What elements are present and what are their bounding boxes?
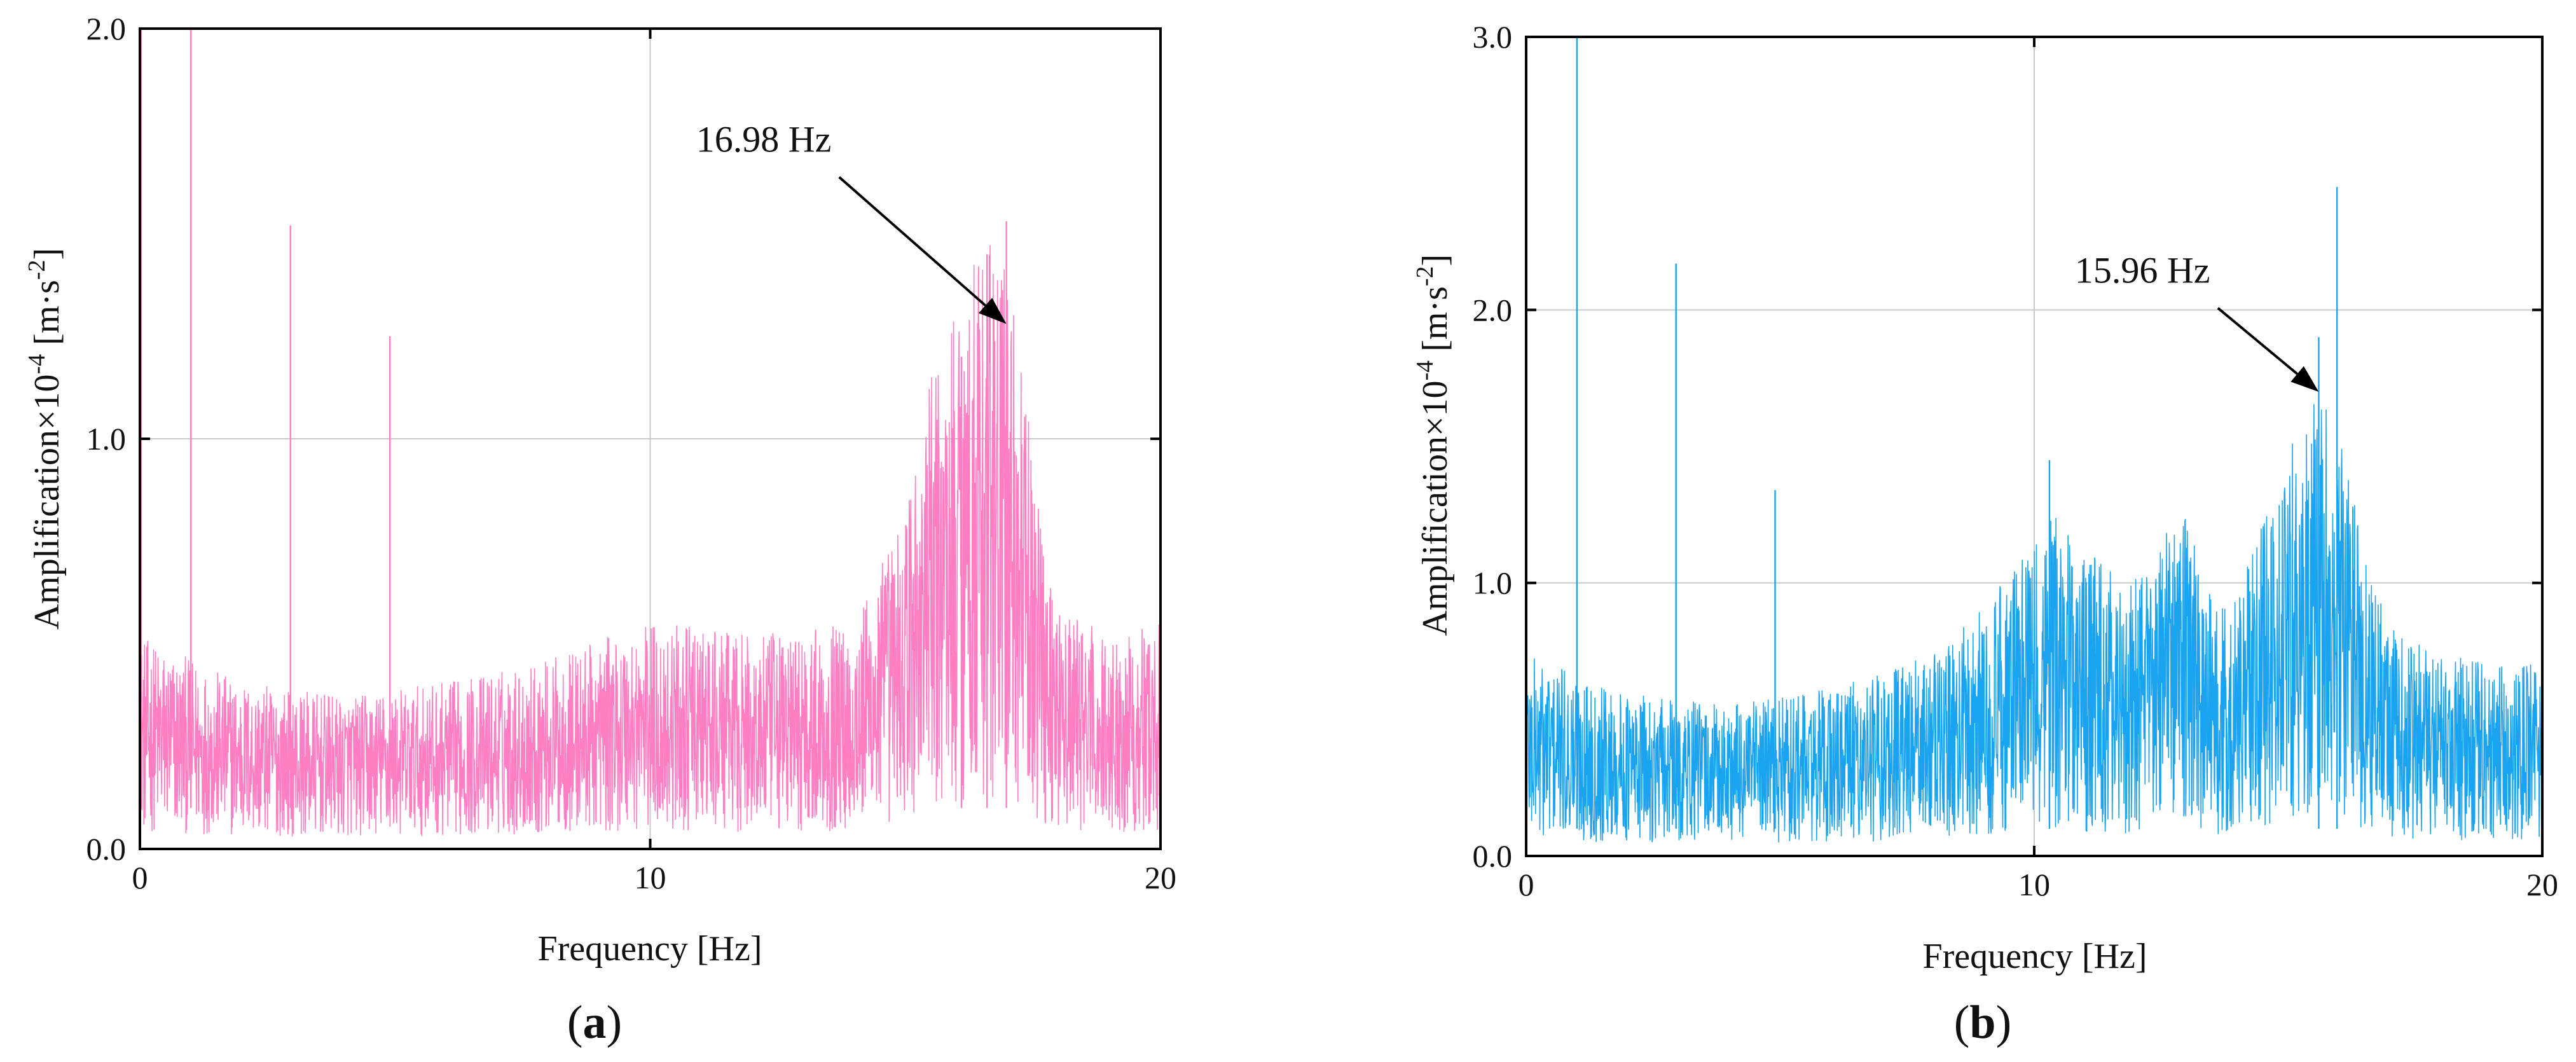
x-tick-label: 20: [2526, 867, 2558, 902]
y-axis-title-a: Amplification×10-4 [m·s-2]: [24, 248, 67, 630]
y-tick-label: 0.0: [1473, 838, 1513, 874]
y-axis-title-a-exp2: -2: [24, 259, 50, 280]
panel-label-a: a: [583, 996, 607, 1049]
x-axis-title-b: Frequency [Hz]: [1923, 937, 2147, 976]
x-tick-label: 0: [132, 860, 148, 895]
x-axis-title-a: Frequency [Hz]: [538, 929, 762, 969]
peak-annotation-label: 15.96 Hz: [2075, 249, 2210, 291]
panel-a: 0 10 20 0.0 1.0 2.0 16.98 Hz Frequency [Hz] A…: [24, 11, 1176, 1049]
panel-label-b: b: [1969, 996, 1995, 1049]
y-axis-title-b: Amplification×10-4 [m·s-2]: [1412, 254, 1455, 636]
spectrum-line: [139, 245, 1161, 837]
y-axis-title-b-exp2: -2: [1412, 266, 1438, 286]
peak-annotation-arrowhead: [979, 298, 1007, 324]
peak-annotation-label: 16.98 Hz: [696, 119, 832, 160]
annotation-a: 16.98 Hz: [696, 119, 1007, 324]
y-tick-label: 2.0: [86, 11, 127, 46]
peak-annotation-arrowhead: [2290, 366, 2319, 392]
peak-annotation-arrow: [838, 176, 986, 307]
y-tick-label: 1.0: [1473, 565, 1513, 601]
peak-annotation-arrow: [2217, 307, 2298, 375]
y-axis-title-a-base: Amplification×10: [27, 374, 67, 630]
spectrum-line: [1526, 404, 2543, 843]
y-tick-label: 3.0: [1473, 19, 1513, 55]
ticks-a: 0 10 20 0.0 1.0 2.0: [86, 11, 1177, 895]
panel-caption-b: (b): [1954, 996, 2011, 1049]
y-axis-title-a-exp1: -4: [24, 354, 50, 375]
y-axis-title-b-base: Amplification×10: [1415, 380, 1455, 636]
y-tick-label: 1.0: [86, 421, 127, 457]
x-tick-label: 0: [1519, 867, 1534, 902]
y-axis-title-a-unit: [m·s: [27, 280, 67, 354]
x-tick-label: 10: [2018, 867, 2050, 902]
y-tick-label: 2.0: [1473, 292, 1513, 328]
y-axis-title-b-exp1: -4: [1412, 361, 1438, 381]
y-axis-title-a-close: ]: [27, 248, 67, 260]
panel-caption-a: (a): [567, 996, 622, 1049]
y-tick-label: 0.0: [86, 831, 127, 867]
annotation-b: 15.96 Hz: [2075, 249, 2319, 392]
y-axis-title-b-close: ]: [1415, 254, 1455, 266]
panel-b: 0 10 20 0.0 1.0 2.0 3.0 15.96 Hz Frequency [Hz…: [1412, 19, 2558, 1049]
x-tick-label: 10: [635, 860, 666, 895]
y-axis-title-b-unit: [m·s: [1415, 286, 1455, 361]
ticks-b: 0 10 20 0.0 1.0 2.0 3.0: [1473, 19, 2559, 902]
x-tick-label: 20: [1145, 860, 1176, 895]
